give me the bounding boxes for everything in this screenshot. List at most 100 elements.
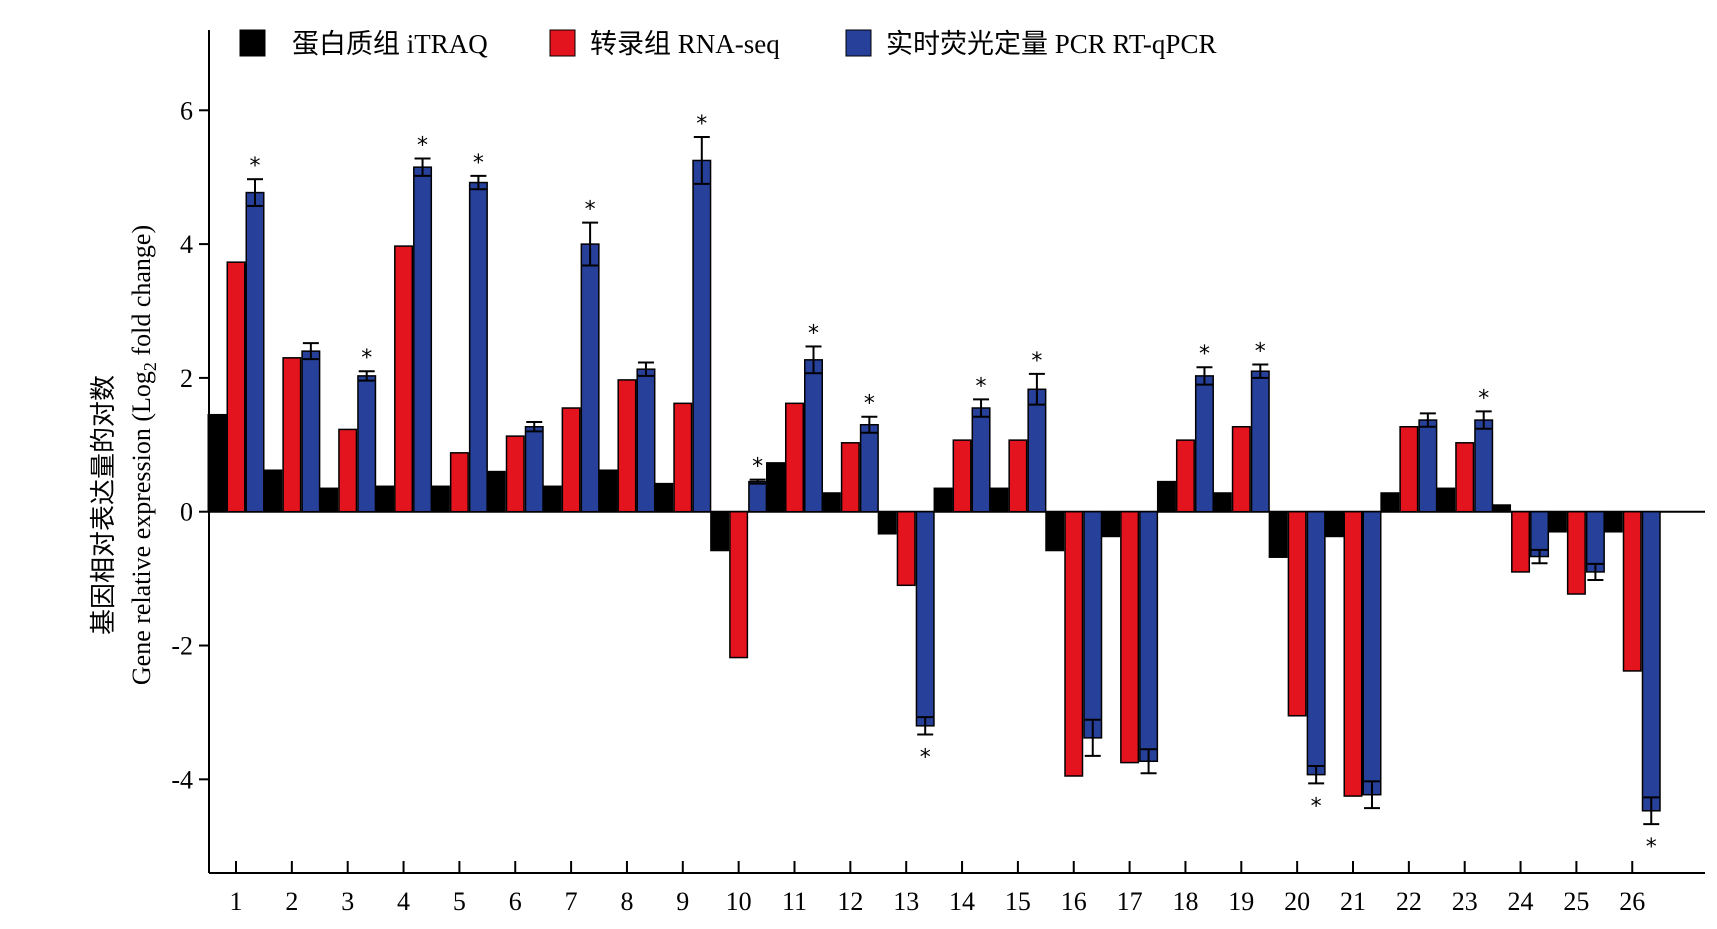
bar-itraq bbox=[1156, 480, 1176, 513]
bar-rtqpcr bbox=[1194, 375, 1214, 513]
bar-rnaseq bbox=[338, 428, 358, 513]
x-tick-label: 12 bbox=[837, 887, 863, 916]
bar-rnaseq bbox=[1008, 439, 1028, 513]
significance-star: * bbox=[473, 151, 484, 176]
bar-rtqpcr bbox=[1306, 510, 1326, 776]
x-tick-label: 25 bbox=[1563, 887, 1589, 916]
bar-rnaseq bbox=[1399, 425, 1419, 513]
bars bbox=[207, 159, 1661, 812]
x-tick-label: 9 bbox=[676, 887, 689, 916]
significance-star: * bbox=[250, 154, 261, 179]
bar-itraq bbox=[1547, 510, 1567, 533]
bar-rtqpcr bbox=[804, 359, 823, 513]
significance-star: * bbox=[361, 346, 372, 371]
bar-rtqpcr bbox=[468, 181, 488, 513]
bar-rnaseq bbox=[1231, 425, 1251, 513]
x-tick-label: 1 bbox=[230, 887, 243, 916]
bar-rnaseq bbox=[561, 407, 581, 513]
bar-itraq bbox=[1324, 510, 1344, 538]
bar-itraq bbox=[263, 469, 283, 513]
bar-itraq bbox=[598, 469, 618, 513]
y-axis-label: 基因相对表达量的对数 Gene relative expression (Log… bbox=[89, 225, 160, 685]
bar-rtqpcr bbox=[580, 243, 600, 513]
y-tick-label: 0 bbox=[180, 498, 193, 527]
significance-star: * bbox=[1646, 835, 1657, 860]
bar-itraq bbox=[766, 462, 785, 513]
bar-rnaseq bbox=[1343, 510, 1363, 797]
significance-star: * bbox=[1311, 794, 1322, 819]
bar-rnaseq bbox=[1064, 510, 1084, 777]
significance-star: * bbox=[696, 112, 707, 137]
y-tick-label: 4 bbox=[180, 230, 193, 259]
bar-rnaseq bbox=[729, 510, 749, 659]
bar-itraq bbox=[1268, 510, 1288, 558]
legend-swatch-rnaseq bbox=[549, 29, 576, 57]
legend-label-rnaseq: 转录组 RNA-seq bbox=[590, 29, 780, 59]
bar-rtqpcr bbox=[1418, 419, 1438, 513]
x-tick-label: 24 bbox=[1508, 887, 1534, 916]
significance-star: * bbox=[1478, 386, 1489, 411]
significance-star: * bbox=[864, 392, 875, 417]
significance-star: * bbox=[920, 746, 931, 771]
error-bars bbox=[247, 136, 1660, 826]
bar-rnaseq bbox=[1455, 442, 1475, 513]
x-tick-label: 19 bbox=[1228, 887, 1254, 916]
bar-rtqpcr bbox=[1641, 510, 1661, 812]
bar-itraq bbox=[1212, 492, 1232, 513]
bar-itraq bbox=[1101, 510, 1121, 538]
bar-itraq bbox=[877, 510, 897, 535]
legend: 蛋白质组 iTRAQ 转录组 RNA-seq 实时荧光定量 PCR RT-qPC… bbox=[239, 29, 1216, 59]
bar-itraq bbox=[319, 487, 339, 513]
bar-rtqpcr bbox=[692, 159, 712, 513]
bar-rnaseq bbox=[1175, 439, 1195, 513]
bar-itraq bbox=[710, 510, 730, 552]
bar-itraq bbox=[430, 485, 450, 513]
bar-rnaseq bbox=[282, 357, 302, 513]
x-tick-label: 26 bbox=[1619, 887, 1645, 916]
bar-rtqpcr bbox=[1139, 510, 1159, 763]
bar-rtqpcr bbox=[1362, 510, 1382, 796]
x-tick-label: 20 bbox=[1284, 887, 1310, 916]
bar-itraq bbox=[1380, 492, 1400, 513]
x-tick-label: 23 bbox=[1452, 887, 1478, 916]
y-tick-label: -2 bbox=[171, 632, 193, 661]
bar-rnaseq bbox=[617, 379, 637, 513]
x-tick-label: 5 bbox=[453, 887, 466, 916]
legend-label-rtqpcr: 实时荧光定量 PCR RT-qPCR bbox=[886, 29, 1216, 59]
bar-rtqpcr bbox=[245, 191, 265, 513]
bar-rnaseq bbox=[952, 439, 972, 513]
significance-star: * bbox=[1199, 342, 1210, 367]
x-tick-label: 10 bbox=[726, 887, 752, 916]
bar-rnaseq bbox=[1622, 510, 1642, 672]
x-tick-label: 15 bbox=[1005, 887, 1031, 916]
bar-rtqpcr bbox=[748, 480, 768, 513]
bar-rnaseq bbox=[1287, 510, 1307, 717]
bar-itraq bbox=[542, 485, 562, 513]
y-tick-label: 6 bbox=[180, 96, 193, 125]
significance-star: * bbox=[976, 374, 987, 399]
x-tick-label: 16 bbox=[1061, 887, 1087, 916]
bar-rtqpcr bbox=[1585, 510, 1605, 573]
bar-rnaseq bbox=[840, 442, 860, 513]
y-axis-label-en: Gene relative expression (Log2 fold chan… bbox=[127, 225, 160, 685]
x-tick-label: 4 bbox=[397, 887, 410, 916]
bar-itraq bbox=[933, 487, 953, 513]
bar-rtqpcr bbox=[524, 425, 544, 513]
bar-rtqpcr bbox=[1250, 370, 1270, 513]
x-tick-label: 14 bbox=[949, 887, 975, 916]
bar-itraq bbox=[821, 492, 841, 513]
x-tick-label: 11 bbox=[782, 887, 807, 916]
bar-rtqpcr bbox=[357, 375, 377, 513]
bar-rnaseq bbox=[673, 402, 693, 513]
bar-itraq bbox=[1045, 510, 1065, 552]
significance-star: * bbox=[808, 321, 819, 346]
bar-rnaseq bbox=[505, 435, 525, 513]
bar-rtqpcr bbox=[413, 166, 433, 513]
x-tick-label: 13 bbox=[893, 887, 919, 916]
bar-rnaseq bbox=[226, 261, 246, 513]
bar-rtqpcr bbox=[1083, 510, 1103, 739]
bar-rtqpcr bbox=[1474, 419, 1494, 513]
legend-swatch-rtqpcr bbox=[845, 29, 872, 57]
bar-rtqpcr bbox=[301, 350, 321, 513]
